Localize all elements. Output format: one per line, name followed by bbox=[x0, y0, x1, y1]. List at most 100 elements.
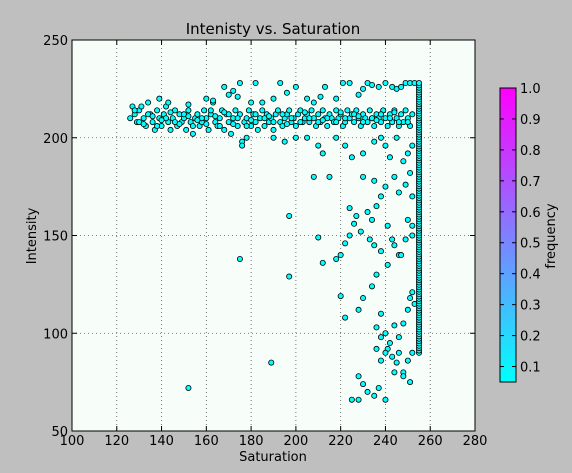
chart-title: Intenisty vs. Saturation bbox=[186, 20, 360, 38]
scatter-point bbox=[140, 121, 147, 128]
scatter-point bbox=[382, 80, 389, 87]
scatter-point bbox=[339, 80, 346, 87]
scatter-point bbox=[283, 121, 290, 128]
scatter-point bbox=[274, 107, 281, 114]
scatter-point bbox=[355, 91, 362, 98]
scatter-point bbox=[189, 123, 196, 130]
scatter-point bbox=[167, 109, 174, 116]
scatter-point bbox=[409, 193, 416, 200]
scatter-point bbox=[360, 295, 367, 302]
scatter-point bbox=[382, 349, 389, 356]
scatter-point bbox=[389, 353, 396, 360]
scatter-point bbox=[377, 193, 384, 200]
scatter-point bbox=[205, 126, 212, 133]
scatter-point bbox=[402, 181, 409, 188]
scatter-point bbox=[185, 101, 192, 108]
scatter-point bbox=[360, 150, 367, 157]
scatter-point bbox=[369, 216, 376, 223]
scatter-point bbox=[319, 107, 326, 114]
scatter-point bbox=[395, 189, 402, 196]
colorbar-tick-label: 0.8 bbox=[520, 144, 541, 159]
scatter-point bbox=[194, 117, 201, 124]
scatter-point bbox=[221, 83, 228, 90]
scatter-point bbox=[270, 95, 277, 102]
colorbar-tick-label: 0.1 bbox=[520, 361, 541, 376]
scatter-point bbox=[310, 173, 317, 180]
scatter-point bbox=[409, 289, 416, 296]
scatter-point bbox=[283, 89, 290, 96]
scatter-point bbox=[212, 113, 219, 120]
scatter-point bbox=[261, 123, 268, 130]
scatter-point bbox=[371, 123, 378, 130]
scatter-point bbox=[386, 115, 393, 122]
scatter-point bbox=[319, 259, 326, 266]
scatter-point bbox=[366, 107, 373, 114]
scatter-point bbox=[230, 121, 237, 128]
scatter-point bbox=[400, 373, 407, 380]
scatter-point bbox=[353, 212, 360, 219]
colorbar bbox=[499, 87, 517, 383]
scatter-point bbox=[321, 83, 328, 90]
scatter-point bbox=[203, 121, 210, 128]
scatter-point bbox=[236, 255, 243, 262]
scatter-point bbox=[366, 236, 373, 243]
scatter-point bbox=[154, 123, 161, 130]
scatter-point bbox=[145, 99, 152, 106]
scatter-point bbox=[281, 138, 288, 145]
scatter-point bbox=[377, 248, 384, 255]
scatter-point bbox=[324, 123, 331, 130]
scatter-point bbox=[317, 93, 324, 100]
scatter-point bbox=[391, 242, 398, 249]
scatter-point bbox=[292, 134, 299, 141]
scatter-point bbox=[333, 119, 340, 126]
y-tick-label: 100 bbox=[43, 327, 68, 342]
scatter-point bbox=[377, 357, 384, 364]
scatter-point bbox=[400, 158, 407, 165]
scatter-point bbox=[398, 252, 405, 259]
scatter-point bbox=[189, 130, 196, 137]
scatter-point bbox=[304, 134, 311, 141]
y-tick-label: 200 bbox=[43, 132, 68, 147]
scatter-point bbox=[404, 216, 411, 223]
scatter-point bbox=[355, 113, 362, 120]
colorbar-tick-label: 1.0 bbox=[520, 82, 541, 97]
scatter-point bbox=[360, 173, 367, 180]
scatter-point bbox=[402, 107, 409, 114]
scatter-point bbox=[337, 252, 344, 259]
scatter-point bbox=[286, 212, 293, 219]
scatter-point bbox=[268, 359, 275, 366]
scatter-point bbox=[355, 306, 362, 313]
scatter-point bbox=[225, 91, 232, 98]
scatter-point bbox=[386, 340, 393, 347]
scatter-point bbox=[230, 87, 237, 94]
scatter-point bbox=[248, 117, 255, 124]
scatter-point bbox=[176, 121, 183, 128]
scatter-point bbox=[360, 85, 367, 92]
scatter-point bbox=[292, 83, 299, 90]
scatter-point bbox=[252, 80, 259, 87]
scatter-point bbox=[375, 83, 382, 90]
scatter-point bbox=[369, 283, 376, 290]
scatter-point bbox=[384, 123, 391, 130]
scatter-point bbox=[286, 107, 293, 114]
scatter-point bbox=[377, 134, 384, 141]
scatter-point bbox=[221, 109, 228, 116]
scatter-point bbox=[304, 95, 311, 102]
x-tick-label: 260 bbox=[418, 434, 443, 449]
scatter-point bbox=[232, 107, 239, 114]
scatter-point bbox=[154, 107, 161, 114]
scatter-point bbox=[382, 183, 389, 190]
scatter-point bbox=[165, 99, 172, 106]
scatter-point bbox=[243, 123, 250, 130]
scatter-point bbox=[351, 220, 358, 227]
scatter-point bbox=[234, 93, 241, 100]
scatter-point bbox=[346, 232, 353, 239]
scatter-point bbox=[395, 349, 402, 356]
scatter-point bbox=[243, 134, 250, 141]
scatter-point bbox=[337, 293, 344, 300]
scatter-point bbox=[140, 115, 147, 122]
scatter-point bbox=[266, 113, 273, 120]
scatter-point bbox=[337, 109, 344, 116]
scatter-point bbox=[234, 115, 241, 122]
scatter-point bbox=[373, 324, 380, 331]
